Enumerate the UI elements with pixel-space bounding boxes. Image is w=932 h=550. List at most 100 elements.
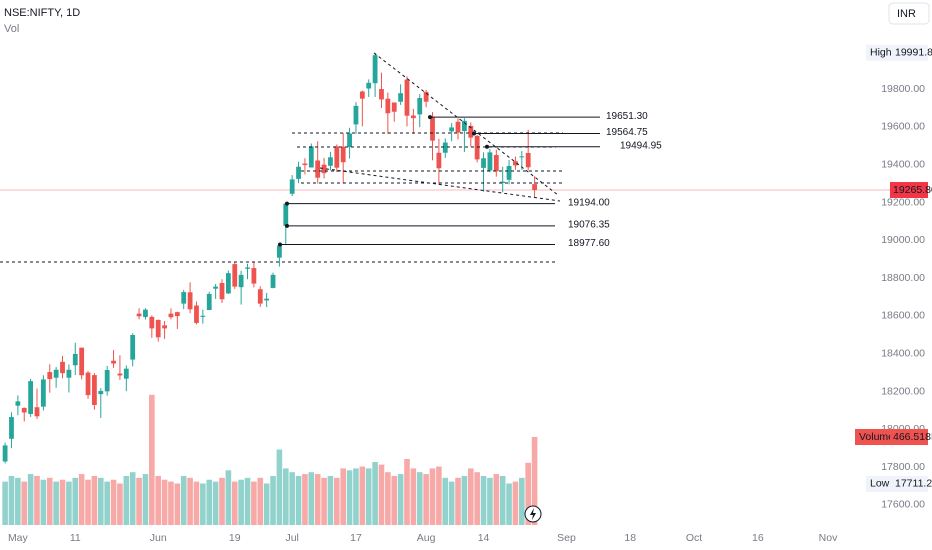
candle-body [525, 152, 531, 168]
candle-body [423, 91, 429, 102]
candle-body [136, 313, 142, 317]
level-anchor [278, 242, 282, 247]
volume-bar [15, 477, 21, 525]
volume-bar [531, 436, 538, 525]
level-anchor [428, 115, 432, 120]
volume-bar [219, 477, 225, 525]
badge-value: 19265.80 [893, 184, 932, 196]
volume-bar [480, 475, 487, 525]
candle-body [442, 142, 448, 153]
volume-bar [263, 483, 270, 525]
candle-body [219, 283, 225, 300]
volume-bar [391, 475, 398, 525]
trend-line [373, 52, 559, 196]
volume-bar [257, 477, 264, 525]
candle-body [366, 82, 372, 89]
volume-bar [78, 474, 85, 525]
candle-body [85, 372, 91, 396]
level-anchor [485, 144, 489, 149]
candle-body [168, 313, 174, 318]
candle-body [283, 203, 289, 226]
volume-bar [85, 479, 91, 525]
volume-bar [231, 481, 238, 525]
volume-bar [512, 481, 519, 525]
candle-body [359, 91, 365, 99]
volume-bar [27, 474, 34, 525]
level-anchor [472, 131, 476, 136]
candle-body [532, 184, 537, 191]
volume-bar [429, 468, 436, 525]
volume-bar [72, 477, 79, 525]
candle-body [79, 347, 85, 376]
currency-button[interactable] [888, 2, 930, 25]
candle-body [513, 161, 518, 166]
badge-name-bg [855, 428, 891, 445]
volume-bar [212, 481, 219, 525]
volume-bar [206, 479, 213, 525]
candle-body [347, 133, 352, 148]
volume-bar [168, 481, 174, 525]
candle-body [296, 166, 301, 179]
level-label: 19564.75 [606, 127, 648, 138]
candle-body [481, 158, 486, 168]
candle-body [462, 120, 467, 132]
volume-bar [474, 472, 480, 525]
volume-bar [314, 474, 321, 525]
candle-body [123, 368, 129, 379]
candle-body [410, 115, 416, 119]
volume-bar [225, 470, 232, 525]
volume-bar [187, 477, 193, 525]
candle-body [194, 305, 199, 323]
candle-body [104, 369, 110, 392]
candle-body [353, 105, 359, 125]
volume-bar [97, 477, 104, 525]
volume-bar [238, 479, 244, 525]
volume-bar [104, 481, 110, 525]
volume-bar [8, 475, 15, 525]
volume-bar [270, 475, 276, 525]
candle-body [264, 298, 270, 301]
candle-body [2, 445, 8, 462]
volume-bar [123, 475, 130, 525]
volume-bar [436, 466, 442, 525]
candle-body [500, 181, 506, 184]
candle-body [340, 146, 346, 163]
candle-body [21, 407, 27, 413]
candle-body [149, 316, 155, 329]
candle-body [92, 375, 97, 405]
volume-bar [359, 466, 366, 525]
candle-body [162, 325, 167, 329]
volume-bar [200, 483, 206, 525]
level-anchor [285, 201, 289, 206]
x-tick-label: 18 [624, 532, 636, 544]
candle-body [72, 353, 78, 366]
x-tick-label: 16 [752, 532, 764, 544]
volume-bar [161, 479, 168, 525]
badge-name: Volume [859, 431, 894, 443]
badge-bg [890, 182, 928, 199]
candle-body [155, 319, 161, 338]
volume-bar [276, 449, 283, 525]
candle-body [200, 315, 206, 317]
x-tick-label: 17 [350, 532, 362, 544]
candle-body [9, 417, 14, 439]
y-tick-label: 18600.00 [881, 310, 925, 322]
badge-name-bg [866, 475, 893, 492]
volume-bar [117, 483, 123, 525]
x-tick-label: Aug [417, 532, 436, 544]
y-tick-label: 18800.00 [881, 272, 925, 284]
volume-bar [327, 475, 334, 525]
volume-bar [525, 462, 531, 525]
candle-body [436, 152, 442, 169]
candle-body [308, 146, 314, 168]
candle-body [251, 268, 257, 284]
volume-bar [365, 468, 372, 525]
volume-bar [346, 470, 353, 525]
candle-body [28, 381, 34, 415]
candle-body [474, 135, 480, 160]
volume-bar [493, 474, 500, 525]
currency[interactable]: INR [897, 8, 916, 20]
volume-bar [423, 474, 429, 525]
candle-body [98, 390, 104, 395]
